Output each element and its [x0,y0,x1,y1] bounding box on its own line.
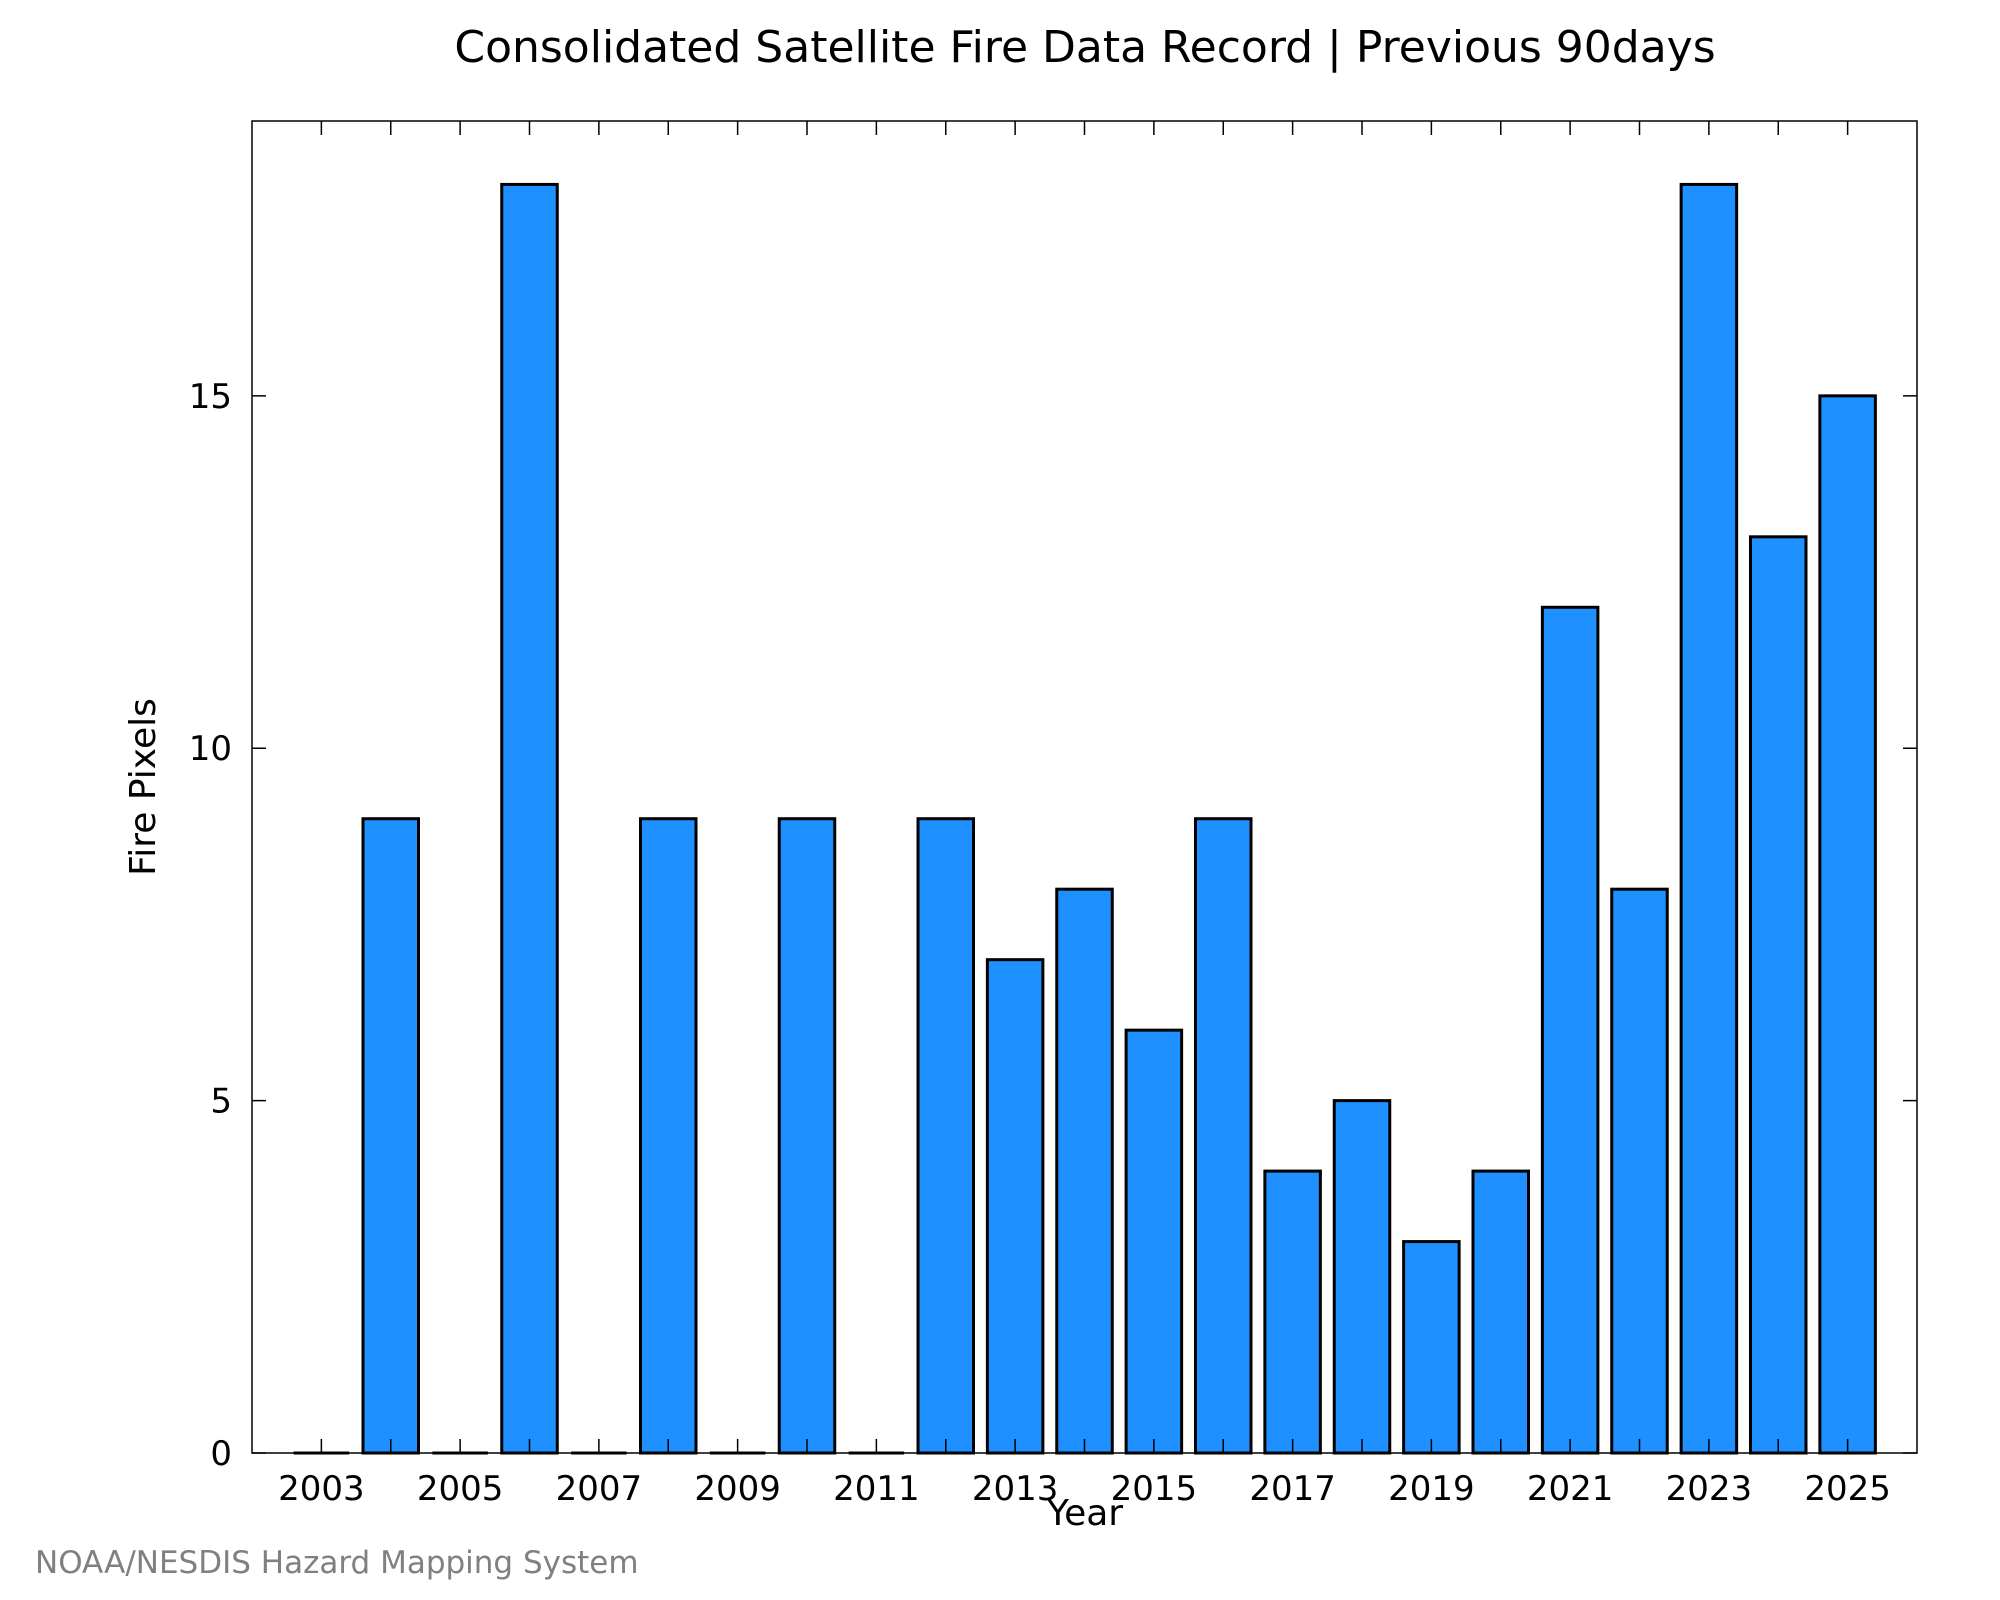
bar-2004 [361,817,420,1455]
bar-2025 [1818,394,1877,1455]
bar-2016 [1194,817,1253,1455]
chart-title: Consolidated Satellite Fire Data Record … [454,22,1715,73]
bar-2021 [1540,605,1600,1455]
x-tick-label: 2009 [694,1469,781,1509]
y-tick-label: 15 [189,377,232,417]
y-tick-label: 5 [210,1082,232,1122]
x-tick-label: 2007 [556,1469,643,1509]
x-tick-label: 2003 [278,1469,365,1509]
bars-layer [293,182,1877,1455]
bar-2010 [777,817,837,1455]
y-axis-label: Fire Pixels [123,698,164,876]
bar-2018 [1332,1099,1392,1455]
bar-2012 [916,817,975,1455]
y-tick-label: 0 [210,1434,232,1474]
ticks-layer [252,121,1917,1454]
x-tick-label: 2015 [1111,1469,1198,1509]
x-tick-label: 2013 [972,1469,1059,1509]
bar-2017 [1263,1169,1322,1455]
bar-2008 [639,817,698,1455]
labels-layer: 0 5 10 15 2003 2005 2007 2009 2011 2013 2015 2017 20… [189,377,1891,1509]
y-tick-label: 10 [189,729,232,769]
x-axis-label: Year [1046,1493,1123,1534]
bar-2020 [1471,1169,1530,1455]
bar-2022 [1610,887,1669,1455]
x-tick-label: 2025 [1804,1469,1891,1509]
x-tick-label: 2021 [1527,1469,1614,1509]
x-tick-label: 2023 [1666,1469,1753,1509]
bar-2015 [1124,1028,1184,1455]
bar-2023 [1679,182,1739,1455]
x-tick-label: 2019 [1388,1469,1475,1509]
bar-2014 [1055,887,1114,1455]
x-tick-label: 2017 [1249,1469,1336,1509]
bar-2024 [1749,535,1808,1455]
bar-2019 [1402,1240,1461,1455]
credit-text: NOAA/NESDIS Hazard Mapping System [35,1545,639,1581]
x-tick-label: 2005 [417,1469,504,1509]
x-tick-label: 2011 [833,1469,920,1509]
bar-2013 [985,958,1045,1455]
bar-2006 [500,182,559,1455]
